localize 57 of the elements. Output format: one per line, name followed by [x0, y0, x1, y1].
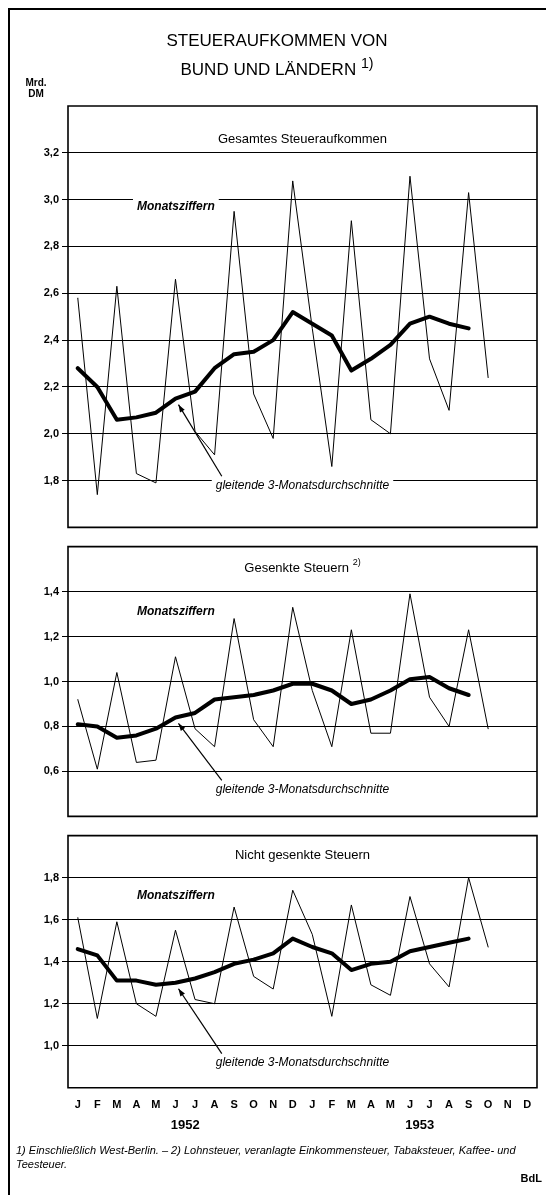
- x-tick-label: N: [503, 1098, 512, 1111]
- y-tick-label: 0,6: [43, 764, 59, 777]
- y-tick-label: 1,0: [43, 1038, 59, 1051]
- y-tick-label: 2,4: [43, 333, 60, 346]
- x-tick-label: D: [288, 1098, 297, 1111]
- y-tick-label: 0,8: [43, 719, 59, 732]
- x-tick-label: S: [464, 1098, 473, 1111]
- text: BdL: [519, 1171, 542, 1185]
- x-tick-label: F: [328, 1098, 336, 1111]
- y-tick-label: 2,8: [43, 239, 59, 252]
- series-label: Monatsziffern: [136, 603, 215, 618]
- y-tick-label: 2,0: [43, 426, 59, 439]
- x-tick-label: D: [523, 1098, 532, 1111]
- text: gleitende 3-Monatsdurchschnitte: [215, 1054, 390, 1069]
- x-tick-label: A: [366, 1098, 375, 1111]
- x-tick-label: A: [132, 1098, 141, 1111]
- text: gleitende 3-Monatsdurchschnitte: [215, 477, 390, 492]
- text: 1952: [170, 1116, 200, 1132]
- x-tick-label: F: [93, 1098, 101, 1111]
- y-axis-title: Mrd. DM: [25, 76, 47, 99]
- text: Gesamtes Steueraufkommen: [217, 131, 388, 147]
- y-tick-label: 1,6: [43, 912, 59, 925]
- y-tick-label: 1,4: [43, 584, 60, 597]
- x-tick-label: J: [74, 1098, 81, 1111]
- y-tick-label: 3,2: [43, 145, 59, 158]
- x-tick-label: M: [151, 1098, 161, 1111]
- chart-title: STEUERAUFKOMMEN VON BUND UND LÄNDERN $^{1)}$: [165, 30, 389, 81]
- y-tick-label: 1,4: [43, 954, 60, 967]
- text: 1953: [405, 1116, 435, 1132]
- x-tick-label: J: [172, 1098, 179, 1111]
- x-tick-label: M: [346, 1098, 356, 1111]
- x-tick-label: J: [309, 1098, 316, 1111]
- y-tick-label: 2,2: [43, 379, 59, 392]
- y-tick-label: 1,8: [43, 473, 59, 486]
- y-tick-label: 1,8: [43, 870, 59, 883]
- x-tick-label: A: [210, 1098, 219, 1111]
- text: Gesenkte Steuern 2): [244, 557, 361, 575]
- x-tick-label: J: [426, 1098, 433, 1111]
- x-tick-label: O: [249, 1098, 259, 1111]
- y-tick-label: 1,0: [43, 674, 59, 687]
- x-tick-label: O: [483, 1098, 493, 1111]
- y-tick-label: 3,0: [43, 192, 59, 205]
- series-label: Monatsziffern: [136, 888, 215, 903]
- text: Nicht gesenkte Steuern: [234, 847, 371, 863]
- y-tick-label: 1,2: [43, 629, 59, 642]
- y-tick-label: 2,6: [43, 286, 59, 299]
- x-tick-label: J: [406, 1098, 414, 1111]
- x-tick-label: M: [385, 1098, 396, 1111]
- text: 1) Einschließlich West-Berlin. – 2) Lohnsteuer, veranlagte Einkommensteuer, Tabaksteuer, Kaffee- und Teesteuer.: [16, 1143, 517, 1171]
- x-tick-label: S: [230, 1098, 238, 1111]
- text: gleitende 3-Monatsdurchschnitte: [215, 781, 390, 796]
- y-tick-label: 1,2: [43, 996, 59, 1009]
- series-label: Monatsziffern: [136, 199, 215, 214]
- x-tick-label: N: [269, 1098, 278, 1111]
- x-tick-label: J: [191, 1098, 199, 1111]
- x-tick-label: A: [445, 1098, 454, 1111]
- x-tick-label: M: [112, 1098, 122, 1111]
